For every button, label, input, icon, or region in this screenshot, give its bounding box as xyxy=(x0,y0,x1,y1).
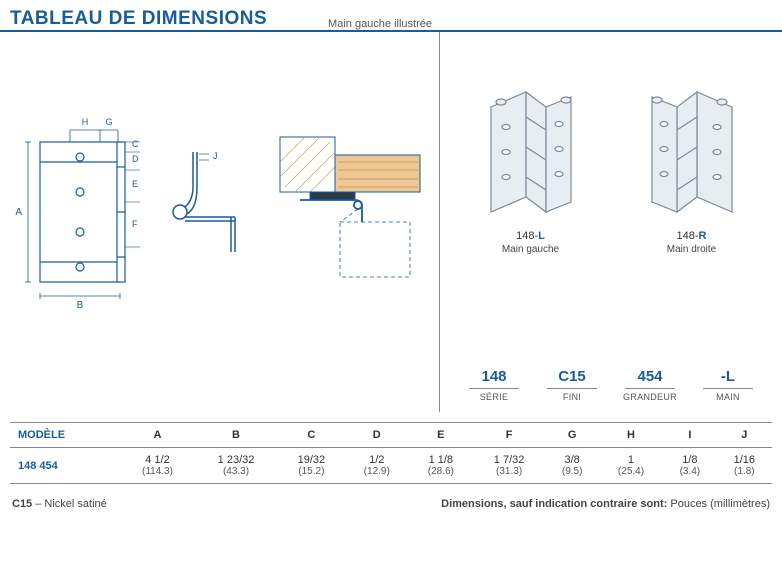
hinge-right-icon xyxy=(632,82,752,222)
code-grandeur: 454 GRANDEUR xyxy=(620,368,680,402)
col-d: D xyxy=(345,423,409,448)
cell-h: 1(25.4) xyxy=(599,448,663,484)
product-right: 148-R Main droite xyxy=(632,82,752,255)
code-fini: C15 FINI xyxy=(542,368,602,402)
col-b: B xyxy=(194,423,278,448)
page-subtitle: Main gauche illustrée xyxy=(328,18,432,30)
code-row: 148 SÉRIE C15 FINI 454 GRANDEUR -L MAIN xyxy=(440,368,782,402)
product-right-code: 148-R xyxy=(632,230,752,242)
cell-c: 19/32(15.2) xyxy=(278,448,345,484)
product-left: 148-L Main gauche xyxy=(471,82,591,255)
cell-model: 148 454 xyxy=(10,448,121,484)
col-f: F xyxy=(473,423,545,448)
footer-units: Dimensions, sauf indication contraire so… xyxy=(441,498,770,510)
dim-d: D xyxy=(132,154,139,164)
dim-c: C xyxy=(132,139,139,149)
col-e: E xyxy=(409,423,473,448)
col-a: A xyxy=(121,423,194,448)
cell-d: 1/2(12.9) xyxy=(345,448,409,484)
cell-g: 3/8(9.5) xyxy=(545,448,599,484)
page-title: TABLEAU DE DIMENSIONS xyxy=(10,8,267,30)
header-bar: TABLEAU DE DIMENSIONS Main gauche illust… xyxy=(0,0,782,32)
col-model: MODÈLE xyxy=(10,423,121,448)
product-left-code: 148-L xyxy=(471,230,591,242)
hinge-left-icon xyxy=(471,82,591,222)
code-main: -L MAIN xyxy=(698,368,758,402)
dim-g: G xyxy=(105,117,112,127)
code-serie: 148 SÉRIE xyxy=(464,368,524,402)
table-header-row: MODÈLE A B C D E F G H I J xyxy=(10,423,772,448)
product-pane: 148-L Main gauche xyxy=(440,32,782,412)
col-i: I xyxy=(663,423,717,448)
product-right-caption: Main droite xyxy=(632,244,752,255)
table-row: 148 454 4 1/2(114.3) 1 23/32(43.3) 19/32… xyxy=(10,448,772,484)
cell-b: 1 23/32(43.3) xyxy=(194,448,278,484)
cell-a: 4 1/2(114.3) xyxy=(121,448,194,484)
dim-h: H xyxy=(82,117,89,127)
cell-f: 1 7/32(31.3) xyxy=(473,448,545,484)
dim-e: E xyxy=(132,179,138,189)
cell-e: 1 1/8(28.6) xyxy=(409,448,473,484)
diagram-pane: A B H G C D xyxy=(0,32,440,412)
product-left-caption: Main gauche xyxy=(471,244,591,255)
cell-i: 1/8(3.4) xyxy=(663,448,717,484)
dimensions-table: MODÈLE A B C D E F G H I J 148 454 4 1/2… xyxy=(10,422,772,484)
cell-j: 1/16(1.8) xyxy=(717,448,772,484)
technical-diagrams: A B H G C D xyxy=(10,52,429,392)
dim-b: B xyxy=(77,300,84,311)
col-j: J xyxy=(717,423,772,448)
main-area: A B H G C D xyxy=(0,32,782,412)
diagram-svg: A B H G C D xyxy=(10,52,430,312)
col-c: C xyxy=(278,423,345,448)
dim-j: J xyxy=(213,151,218,161)
dim-f: F xyxy=(132,219,138,229)
col-g: G xyxy=(545,423,599,448)
footer-finish: C15 – Nickel satiné xyxy=(12,498,107,510)
footer: C15 – Nickel satiné Dimensions, sauf ind… xyxy=(0,484,782,510)
product-row: 148-L Main gauche xyxy=(440,32,782,265)
dim-a: A xyxy=(15,207,22,218)
col-h: H xyxy=(599,423,663,448)
